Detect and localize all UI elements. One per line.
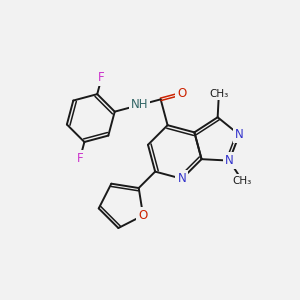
Text: CH₃: CH₃ [232,176,252,186]
Text: F: F [98,71,105,84]
Text: CH₃: CH₃ [209,88,229,98]
Text: F: F [77,152,83,165]
Text: O: O [177,87,186,100]
Text: N: N [225,154,234,167]
Text: N: N [178,172,186,185]
Text: NH: NH [131,98,148,112]
Text: N: N [235,128,244,141]
Text: O: O [138,209,148,222]
